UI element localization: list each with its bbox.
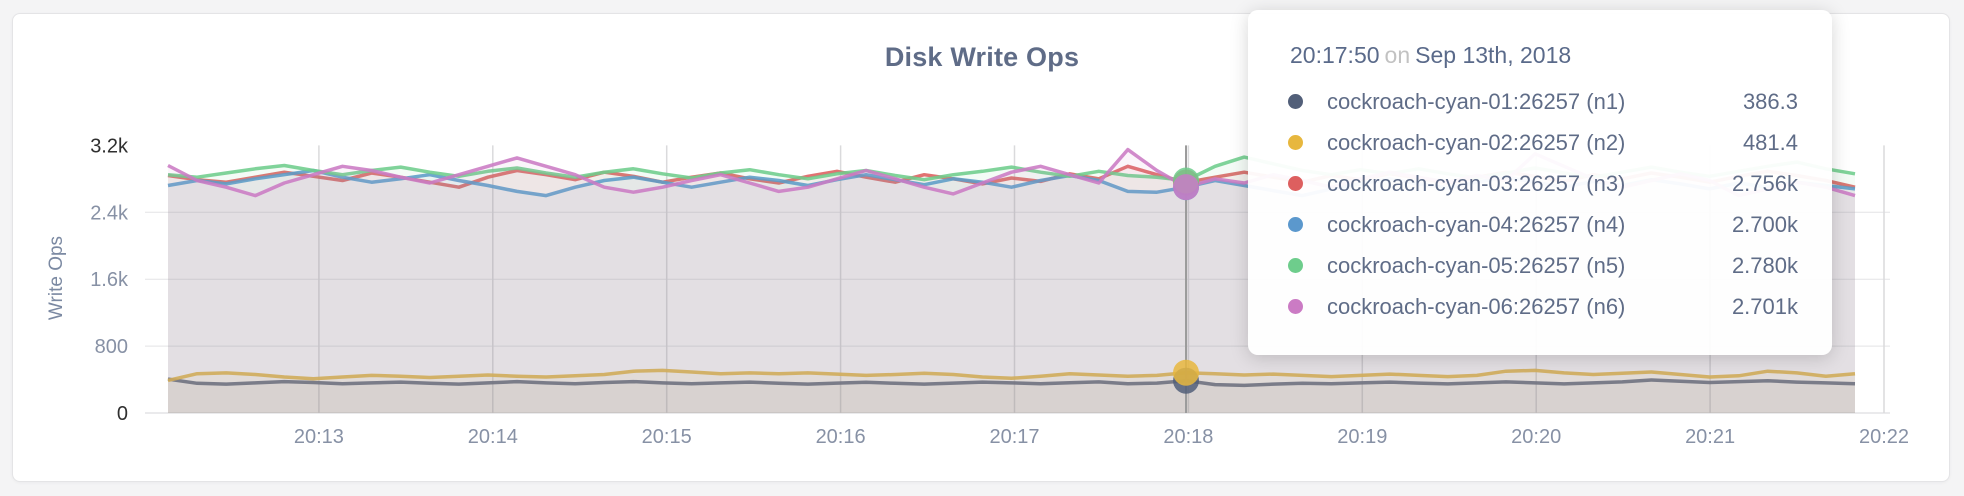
tooltip-row: cockroach-cyan-02:26257 (n2) 481.4: [1288, 122, 1798, 163]
hover-marker: [1173, 359, 1200, 386]
chart-title: Disk Write Ops: [884, 42, 1080, 72]
hover-tooltip: 20:17:50 on Sep 13th, 2018 cockroach-cyan-…: [1248, 10, 1832, 355]
tooltip-series-value: 2.756k: [1731, 170, 1798, 196]
tooltip-series-label: cockroach-cyan-03:26257 (n3): [1327, 170, 1626, 196]
tooltip-time: 20:17:50: [1290, 42, 1380, 68]
x-tick-label: 20:17: [989, 426, 1039, 448]
series-color-dot-icon: [1288, 94, 1303, 109]
tooltip-series-label: cockroach-cyan-04:26257 (n4): [1327, 211, 1626, 237]
x-tick-label: 20:21: [1685, 426, 1735, 448]
series-color-dot-icon: [1288, 258, 1303, 273]
series-color-dot-icon: [1288, 176, 1303, 191]
tooltip-timestamp: 20:17:50 on Sep 13th, 2018: [1290, 42, 1798, 69]
y-tick-label: 800: [95, 336, 128, 358]
y-tick-label: 0: [117, 403, 128, 425]
tooltip-row: cockroach-cyan-04:26257 (n4) 2.700k: [1288, 204, 1798, 245]
tooltip-rows: cockroach-cyan-01:26257 (n1) 386.3 cockroa…: [1288, 81, 1798, 327]
series-line: [167, 368, 1856, 383]
series-area: [168, 379, 1855, 413]
tooltip-row: cockroach-cyan-01:26257 (n1) 386.3: [1288, 81, 1798, 122]
tooltip-series-value: 2.701k: [1731, 293, 1798, 319]
tooltip-on-word: on: [1384, 42, 1411, 68]
x-tick-label: 20:19: [1337, 426, 1387, 448]
y-tick-label: 2.4k: [90, 202, 129, 224]
tooltip-series-value: 2.700k: [1731, 211, 1798, 237]
tooltip-series-label: cockroach-cyan-05:26257 (n5): [1327, 252, 1626, 278]
tooltip-series-value: 481.4: [1742, 129, 1798, 155]
tooltip-row: cockroach-cyan-06:26257 (n6) 2.701k: [1288, 286, 1798, 327]
series-color-dot-icon: [1288, 217, 1303, 232]
y-tick-label: 3.2k: [90, 135, 129, 157]
tooltip-row: cockroach-cyan-05:26257 (n5) 2.780k: [1288, 245, 1798, 286]
tooltip-series-value: 2.780k: [1731, 252, 1798, 278]
x-tick-label: 20:13: [294, 426, 344, 448]
x-tick-label: 20:22: [1859, 426, 1909, 448]
series-line: [167, 377, 1856, 388]
y-tick-label: 1.6k: [90, 269, 129, 291]
hover-marker: [1173, 174, 1200, 201]
x-tick-label: 20:16: [816, 426, 866, 448]
series-color-dot-icon: [1288, 135, 1303, 150]
tooltip-series-label: cockroach-cyan-02:26257 (n2): [1327, 129, 1626, 155]
x-tick-label: 20:15: [642, 426, 692, 448]
tooltip-date: Sep 13th, 2018: [1415, 42, 1572, 68]
tooltip-series-label: cockroach-cyan-01:26257 (n1): [1327, 88, 1626, 114]
series-area: [168, 370, 1855, 413]
tooltip-series-value: 386.3: [1742, 88, 1798, 114]
x-tick-label: 20:14: [468, 426, 518, 448]
tooltip-row: cockroach-cyan-03:26257 (n3) 2.756k: [1288, 163, 1798, 204]
x-tick-label: 20:18: [1163, 426, 1213, 448]
x-tick-label: 20:20: [1511, 426, 1561, 448]
tooltip-series-label: cockroach-cyan-06:26257 (n6): [1327, 293, 1626, 319]
series-color-dot-icon: [1288, 299, 1303, 314]
